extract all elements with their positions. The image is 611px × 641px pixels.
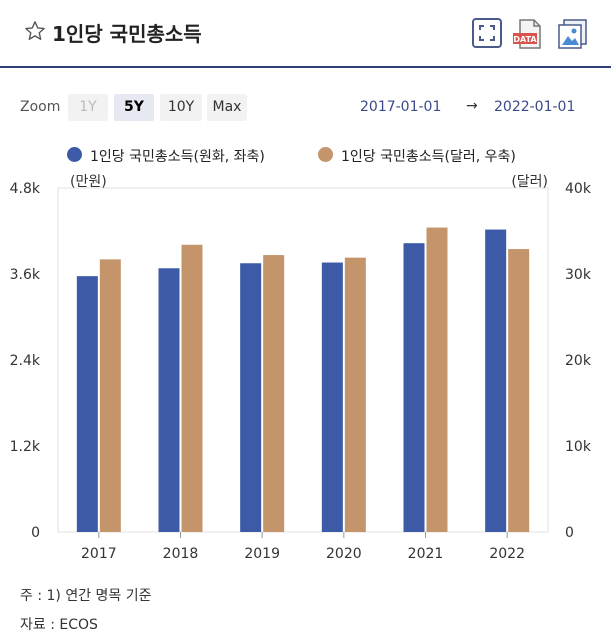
bar-dollar-2019	[263, 255, 285, 532]
range-arrow: →	[466, 98, 478, 114]
plot-frame	[57, 187, 549, 533]
chart-title: 1인당 국민총소득	[52, 22, 202, 46]
bar-won-2018	[158, 268, 180, 532]
chart-source: 자료 : ECOS	[20, 617, 98, 633]
zoom-5y-button[interactable]: 5Y	[114, 94, 154, 121]
legend-item-won[interactable]: 1인당 국민총소득(원화, 좌축)	[90, 149, 265, 165]
bar-dollar-2017	[99, 259, 121, 532]
y-left-tick-label: 4.8k	[10, 181, 41, 197]
y-right-tick-label: 0	[565, 525, 574, 541]
x-tick-label: 2017	[81, 546, 117, 562]
y-left-tick-label: 3.6k	[10, 267, 41, 283]
chart-note: 주 : 1) 연간 명목 기준	[20, 588, 152, 604]
bar-won-2021	[403, 243, 425, 532]
x-tick-label: 2022	[489, 546, 525, 562]
y-left-tick-label: 2.4k	[10, 353, 41, 369]
zoom-label: Zoom	[20, 99, 61, 115]
bar-dollar-2020	[344, 257, 366, 532]
zoom-max-button[interactable]: Max	[207, 94, 247, 121]
bar-chart: 0 1.2k 2.4k 3.6k 4.8k 0 10k 20k 30k 40k (만원) (달러) 20…	[10, 174, 592, 562]
download-image-button[interactable]	[556, 18, 587, 49]
zoom-10y-button[interactable]: 10Y	[160, 94, 202, 121]
bar-won-2017	[76, 276, 98, 532]
y-left-axis-label: (만원)	[70, 174, 107, 190]
bar-dollar-2021	[426, 227, 448, 532]
legend-item-dollar[interactable]: 1인당 국민총소득(달러, 우축)	[341, 149, 516, 165]
zoom-1y-button[interactable]: 1Y	[68, 94, 108, 121]
y-right-tick-label: 40k	[565, 181, 592, 197]
star-icon[interactable]	[24, 20, 46, 42]
data-file-icon: DATA	[513, 19, 541, 49]
legend-marker-dollar	[318, 147, 333, 162]
bar-dollar-2018	[181, 244, 203, 532]
download-data-button[interactable]: DATA	[512, 18, 542, 49]
y-left-tick-label: 1.2k	[10, 439, 41, 455]
x-tick-label: 2020	[326, 546, 362, 562]
image-file-icon	[558, 19, 587, 49]
x-tick-label: 2021	[408, 546, 444, 562]
y-right-tick-label: 10k	[565, 439, 592, 455]
fullscreen-button[interactable]	[472, 18, 502, 48]
bar-dollar-2022	[508, 249, 530, 532]
y-right-tick-label: 30k	[565, 267, 592, 283]
range-end-input[interactable]: 2022-01-01	[494, 99, 576, 115]
x-tick-label: 2019	[244, 546, 280, 562]
expand-icon	[479, 25, 495, 41]
bar-won-2019	[240, 263, 262, 532]
bar-won-2022	[485, 229, 507, 533]
y-right-axis-label: (달러)	[511, 174, 548, 190]
bar-won-2020	[321, 262, 343, 532]
y-left-tick-label: 0	[31, 525, 40, 541]
y-right-tick-label: 20k	[565, 353, 592, 369]
range-start-input[interactable]: 2017-01-01	[360, 99, 442, 115]
data-icon-label: DATA	[513, 35, 537, 44]
chart-header: 1인당 국민총소득 DATA	[0, 0, 611, 68]
x-tick-label: 2018	[163, 546, 199, 562]
legend-marker-won	[67, 147, 82, 162]
